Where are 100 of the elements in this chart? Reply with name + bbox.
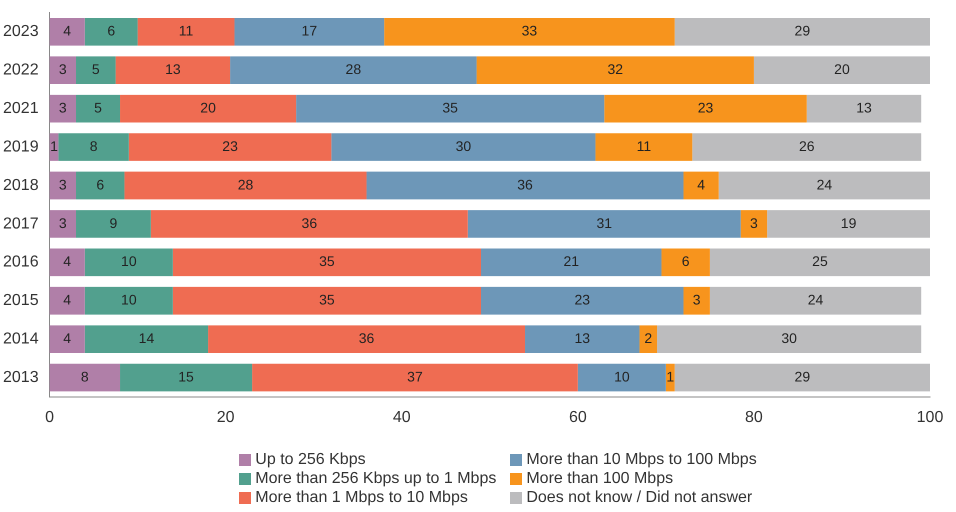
- bar: [661, 248, 710, 276]
- data-label: 14: [138, 330, 154, 346]
- legend-label: Does not know / Did not answer: [526, 488, 752, 506]
- data-label: 30: [456, 138, 472, 154]
- data-label: 6: [107, 22, 116, 39]
- bar: [84, 286, 173, 315]
- data-label: 28: [346, 61, 362, 78]
- bar: [84, 325, 208, 353]
- y-tick-label: 2017: [3, 215, 39, 232]
- data-label: 29: [794, 22, 810, 39]
- data-label: 24: [816, 176, 832, 192]
- bar: [476, 56, 754, 84]
- bar: [50, 172, 76, 200]
- bar: [76, 210, 151, 238]
- data-label: 1: [50, 138, 58, 154]
- data-label: 36: [302, 214, 318, 231]
- bar: [234, 18, 384, 46]
- data-label: 37: [407, 368, 423, 384]
- y-tick-label: 2016: [3, 254, 39, 271]
- bar: [172, 286, 481, 315]
- data-label: 10: [121, 253, 137, 270]
- bar: [296, 94, 604, 122]
- bar: [50, 325, 85, 353]
- data-label: 20: [200, 100, 216, 116]
- bar: [172, 248, 481, 276]
- bar: [76, 172, 124, 200]
- bar: [639, 325, 658, 353]
- bar: [480, 248, 662, 276]
- data-label: 6: [96, 176, 104, 192]
- legend-label: Up to 256 Kbps: [255, 450, 366, 468]
- data-label: 5: [92, 61, 100, 78]
- x-tick-label: 20: [216, 408, 235, 426]
- data-label: 8: [80, 368, 89, 384]
- bar: [604, 94, 807, 122]
- data-label: 31: [596, 214, 612, 231]
- data-label: 23: [222, 138, 238, 154]
- data-label: 5: [94, 100, 102, 116]
- legend-label: More than 1 Mbps to 10 Mbps: [255, 488, 468, 506]
- bar: [50, 94, 76, 122]
- bar: [578, 364, 666, 392]
- bar: [128, 133, 332, 161]
- bar: [767, 210, 930, 238]
- bar: [710, 248, 930, 276]
- bar: [84, 18, 138, 46]
- data-label: 13: [165, 61, 181, 78]
- bar: [76, 56, 116, 84]
- bar: [657, 325, 922, 353]
- data-label: 35: [442, 100, 458, 116]
- bar: [50, 56, 76, 84]
- bar: [595, 133, 692, 161]
- bar: [683, 286, 710, 315]
- data-label: 28: [238, 176, 254, 192]
- data-label: 3: [58, 61, 67, 78]
- y-tick-label: 2015: [3, 292, 39, 310]
- data-label: 1: [666, 368, 674, 384]
- bar: [58, 133, 129, 161]
- data-label: 3: [58, 214, 67, 231]
- legend-label: More than 10 Mbps to 100 Mbps: [526, 450, 757, 468]
- bar: [230, 56, 477, 84]
- data-label: 13: [856, 100, 872, 116]
- bar: [138, 18, 234, 46]
- data-label: 4: [63, 253, 72, 270]
- x-tick-label: 40: [392, 408, 411, 426]
- data-label: 36: [517, 176, 534, 192]
- data-label: 4: [63, 22, 72, 39]
- data-label: 10: [121, 292, 137, 308]
- y-tick-label: 2021: [3, 100, 39, 118]
- data-label: 33: [522, 22, 538, 39]
- bar: [120, 94, 296, 122]
- x-tick-label: 60: [568, 408, 587, 426]
- data-label: 6: [682, 253, 690, 270]
- data-label: 25: [812, 253, 828, 270]
- bar: [692, 133, 922, 161]
- bar: [674, 364, 930, 392]
- bar: [116, 56, 230, 84]
- data-label: 30: [781, 330, 798, 346]
- data-label: 3: [750, 214, 758, 231]
- bar: [76, 94, 120, 122]
- data-label: 3: [692, 292, 701, 308]
- data-label: 4: [63, 292, 72, 308]
- x-tick-label: 0: [45, 408, 54, 426]
- bar: [50, 18, 85, 46]
- bar: [683, 172, 719, 200]
- data-label: 19: [840, 214, 857, 231]
- data-label: 4: [63, 330, 72, 346]
- data-label: 11: [178, 22, 194, 39]
- data-label: 2: [644, 330, 652, 346]
- bar: [50, 286, 85, 315]
- bar: [468, 210, 741, 238]
- data-label: 15: [178, 368, 194, 384]
- data-label: 13: [574, 330, 590, 346]
- data-label: 10: [614, 368, 630, 384]
- bar: [366, 172, 684, 200]
- bar: [754, 56, 930, 84]
- data-label: 26: [798, 138, 815, 154]
- bar: [525, 325, 640, 353]
- bar: [806, 94, 922, 122]
- legend-label: More than 100 Mbps: [526, 470, 674, 488]
- bar: [674, 18, 930, 46]
- y-tick-label: 2023: [3, 23, 39, 40]
